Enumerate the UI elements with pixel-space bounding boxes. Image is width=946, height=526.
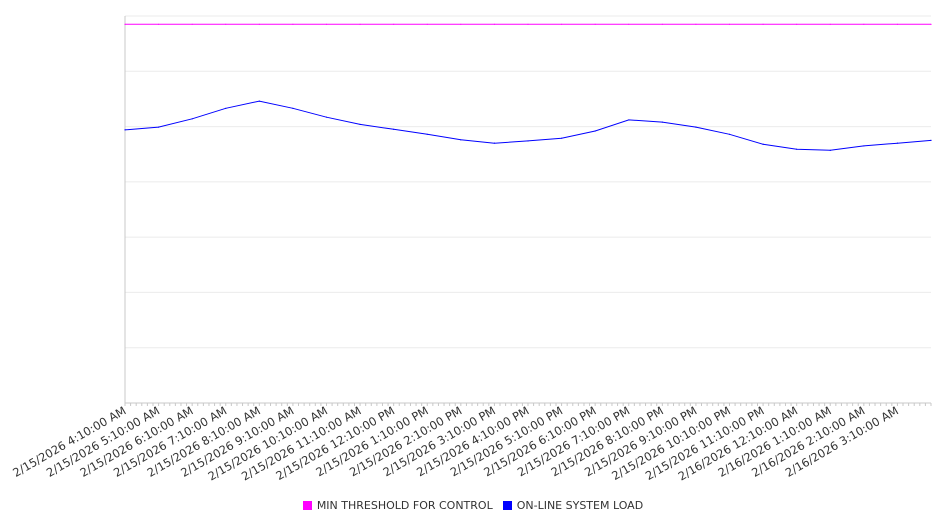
data-point	[225, 107, 227, 109]
data-point	[728, 133, 731, 135]
data-point	[325, 116, 328, 118]
legend-label-threshold: MIN THRESHOLD FOR CONTROL	[316, 499, 493, 512]
data-point	[594, 130, 596, 132]
data-point	[258, 23, 260, 25]
data-point	[863, 23, 865, 25]
data-point	[292, 23, 294, 25]
data-point	[796, 148, 798, 150]
legend-item-load[interactable]: ON-LINE SYSTEM LOAD	[502, 499, 644, 512]
legend-swatch-threshold	[302, 501, 312, 510]
data-point	[930, 139, 932, 141]
data-point	[829, 149, 831, 151]
data-point	[325, 23, 328, 25]
data-point	[426, 23, 428, 25]
data-point	[124, 23, 126, 25]
legend-item-threshold[interactable]: MIN THRESHOLD FOR CONTROL	[302, 499, 493, 512]
data-point	[829, 23, 831, 25]
data-point	[661, 121, 663, 123]
series-line-load	[124, 100, 932, 151]
data-point	[460, 23, 462, 25]
data-point	[292, 107, 294, 109]
data-point	[762, 143, 764, 145]
data-point	[594, 23, 596, 25]
data-point	[157, 126, 160, 128]
data-point	[896, 23, 899, 25]
data-point	[258, 100, 260, 102]
data-point	[863, 145, 865, 147]
data-point	[191, 23, 193, 25]
legend-label-load: ON-LINE SYSTEM LOAD	[516, 499, 644, 512]
data-point	[426, 133, 428, 135]
data-point	[695, 23, 697, 25]
data-point	[796, 23, 798, 25]
data-point	[359, 123, 361, 125]
data-point	[661, 23, 663, 25]
data-point	[728, 23, 731, 25]
data-point	[527, 23, 529, 25]
data-point	[460, 139, 462, 141]
data-point	[527, 140, 529, 142]
data-point	[560, 137, 563, 139]
data-point	[157, 23, 160, 25]
data-point	[930, 23, 932, 25]
data-point	[493, 23, 496, 25]
data-point	[628, 23, 630, 25]
data-point	[628, 119, 630, 121]
data-point	[695, 126, 697, 128]
data-point	[762, 23, 764, 25]
data-point	[393, 128, 395, 130]
data-point	[124, 129, 126, 131]
data-point	[393, 23, 395, 25]
data-point	[896, 142, 899, 144]
data-point	[225, 23, 227, 25]
data-point	[560, 23, 563, 25]
legend: MIN THRESHOLD FOR CONTROL ON-LINE SYSTEM…	[0, 499, 946, 512]
data-point	[493, 142, 496, 144]
data-point	[191, 118, 193, 120]
data-point	[359, 23, 361, 25]
legend-swatch-load	[502, 501, 512, 510]
